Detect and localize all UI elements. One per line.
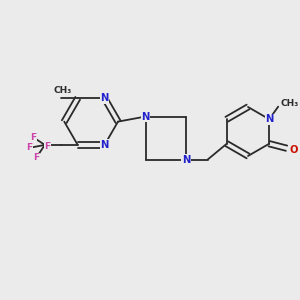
Text: N: N [265,114,273,124]
Text: N: N [100,93,109,103]
Text: N: N [141,112,150,122]
Text: F: F [44,142,50,151]
Text: F: F [33,153,40,162]
Text: F: F [30,133,37,142]
Text: O: O [290,145,298,155]
Text: N: N [100,140,109,150]
Text: F: F [26,143,32,152]
Text: CH₃: CH₃ [54,86,72,95]
Text: CH₃: CH₃ [280,99,298,108]
Text: N: N [182,154,190,165]
